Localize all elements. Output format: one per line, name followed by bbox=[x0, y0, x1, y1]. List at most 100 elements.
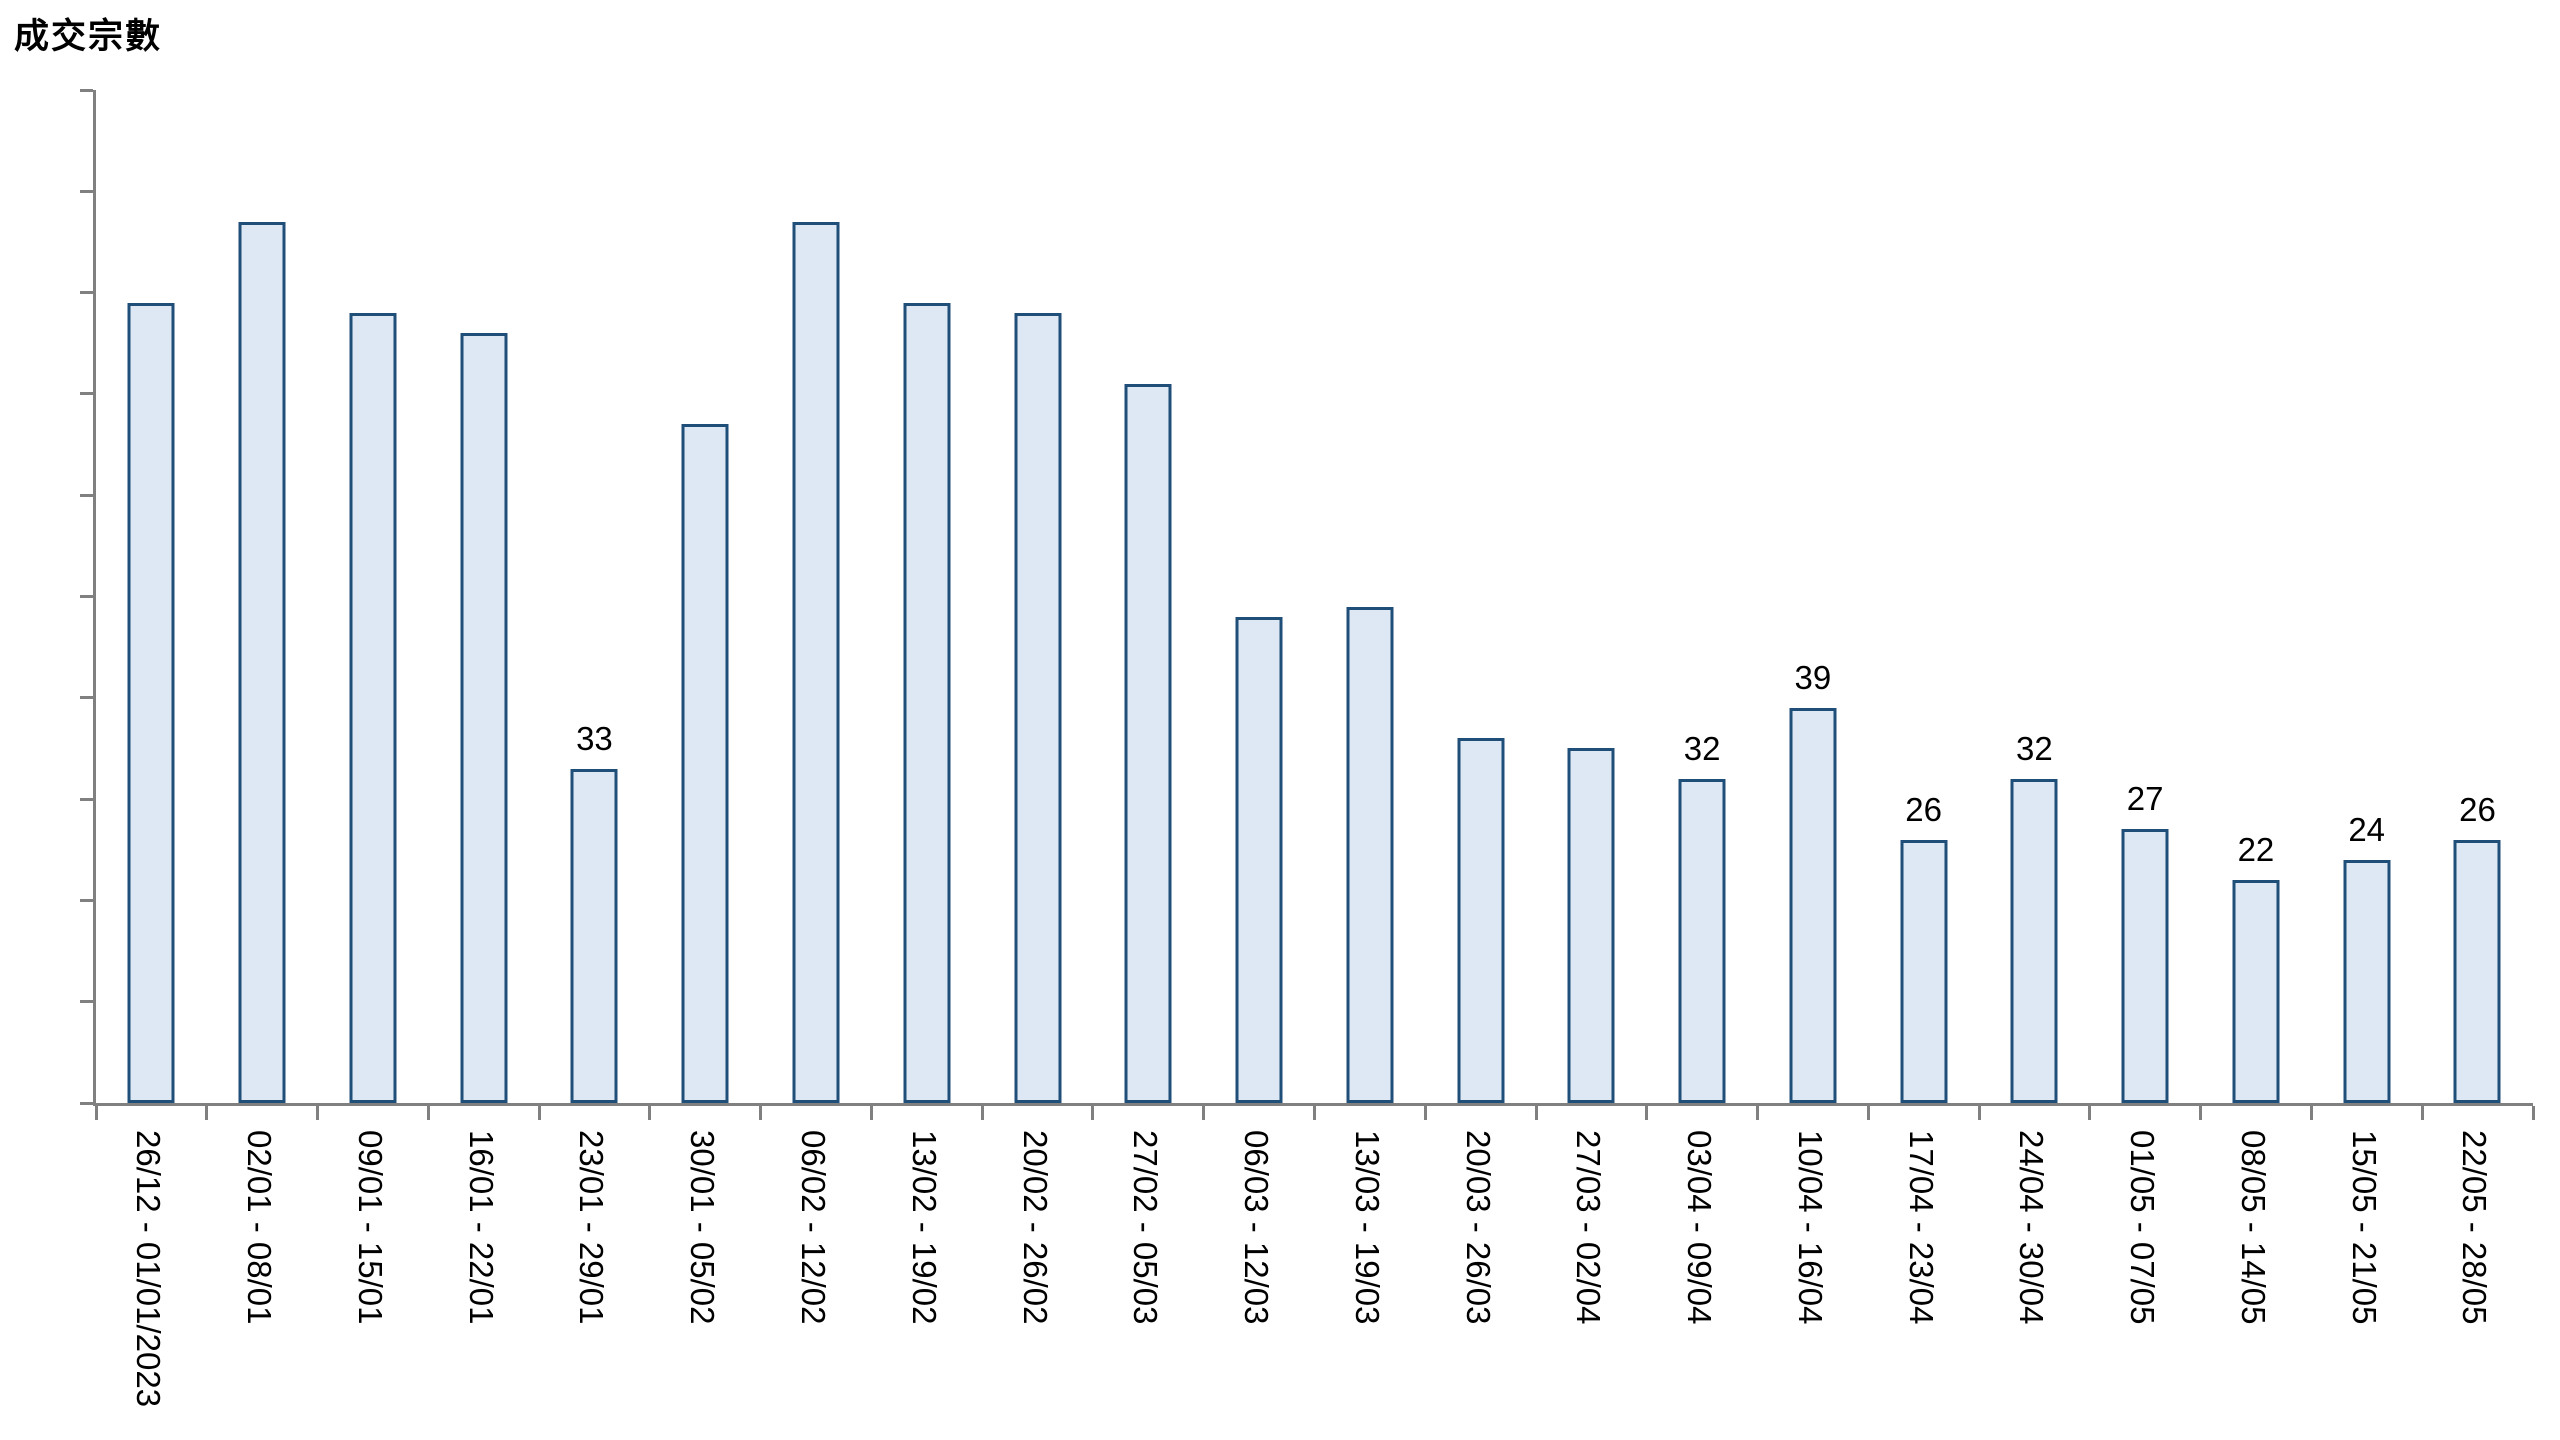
x-axis-label: 30/01 - 05/02 bbox=[684, 1130, 722, 1325]
x-axis-tick bbox=[1313, 1106, 1316, 1120]
x-axis-tick bbox=[648, 1106, 652, 1120]
x-axis-label-cell: 15/05 - 21/05 bbox=[2308, 1106, 2419, 1440]
x-axis-tick bbox=[2088, 1106, 2092, 1120]
bar bbox=[349, 313, 397, 1103]
x-axis-tick bbox=[1202, 1106, 1206, 1120]
x-axis-tick bbox=[759, 1106, 763, 1120]
bar-slot bbox=[1314, 90, 1425, 1103]
bar-slot bbox=[982, 90, 1093, 1103]
bar bbox=[792, 222, 840, 1103]
bar-slot bbox=[871, 90, 982, 1103]
y-axis-tick bbox=[80, 189, 93, 193]
y-axis-tick bbox=[80, 696, 93, 700]
bar-value-label: 33 bbox=[576, 720, 613, 757]
chart-title: 成交宗數 bbox=[14, 17, 163, 56]
x-axis-tick bbox=[869, 1106, 873, 1120]
y-axis-tick bbox=[80, 898, 93, 902]
bar-slot: 26 bbox=[2422, 90, 2533, 1103]
x-axis-label-cell: 22/05 - 28/05 bbox=[2419, 1106, 2530, 1440]
x-axis-label: 09/01 - 15/01 bbox=[351, 1130, 389, 1325]
bar bbox=[903, 303, 951, 1103]
bar bbox=[1678, 779, 1726, 1103]
bar-slot bbox=[1536, 90, 1647, 1103]
x-axis-labels: 26/12 - 01/01/2023 02/01 - 08/01 09/01 - 1… bbox=[93, 1106, 2530, 1440]
x-axis-label: 23/01 - 29/01 bbox=[573, 1130, 611, 1325]
bar-value-label: 26 bbox=[1905, 791, 1942, 828]
x-axis-label-cell: 26/12 - 01/01/2023 bbox=[93, 1106, 204, 1440]
plot-area: 0102030405060708090100 33323926322722242… bbox=[80, 88, 2535, 1120]
x-axis-label: 01/05 - 07/05 bbox=[2124, 1130, 2162, 1325]
x-axis-label: 03/04 - 09/04 bbox=[1681, 1130, 1719, 1325]
x-axis-label: 22/05 - 28/05 bbox=[2456, 1130, 2494, 1325]
x-axis-tick bbox=[1977, 1106, 1981, 1120]
bars-container: 33 32 39 26 32 27 22 24 26 bbox=[96, 90, 2533, 1103]
bar-slot bbox=[96, 90, 207, 1103]
bar-slot bbox=[207, 90, 318, 1103]
y-axis-tick bbox=[80, 1101, 93, 1105]
x-axis-tick bbox=[316, 1106, 320, 1120]
x-axis-label: 13/02 - 19/02 bbox=[905, 1130, 943, 1325]
bar bbox=[2343, 860, 2391, 1103]
x-axis-label: 17/04 - 23/04 bbox=[1902, 1130, 1940, 1325]
x-axis-tick bbox=[1756, 1106, 1760, 1120]
x-axis-label-cell: 27/02 - 05/03 bbox=[1090, 1106, 1201, 1440]
x-axis-tick bbox=[2199, 1106, 2203, 1120]
x-axis-label-cell: 17/04 - 23/04 bbox=[1865, 1106, 1976, 1440]
x-axis-tick bbox=[1866, 1106, 1870, 1120]
bar-value-label: 22 bbox=[2237, 831, 2275, 868]
bar-slot: 32 bbox=[1979, 90, 2090, 1103]
bar bbox=[681, 424, 729, 1103]
x-axis-label-cell: 27/03 - 02/04 bbox=[1533, 1106, 1644, 1440]
bar bbox=[1346, 607, 1394, 1103]
y-axis-tick bbox=[80, 88, 93, 92]
x-axis-tick bbox=[1091, 1106, 1095, 1120]
bar bbox=[1235, 617, 1283, 1103]
x-axis-label: 20/02 - 26/02 bbox=[1016, 1130, 1054, 1325]
x-axis-label: 26/12 - 01/01/2023 bbox=[130, 1130, 168, 1408]
bar-value-label: 24 bbox=[2348, 811, 2386, 848]
x-axis-label-cell: 16/01 - 22/01 bbox=[425, 1106, 536, 1440]
x-axis-label-cell: 20/02 - 26/02 bbox=[979, 1106, 1090, 1440]
bar-slot bbox=[761, 90, 872, 1103]
x-axis-label-cell: 13/02 - 19/02 bbox=[868, 1106, 979, 1440]
bar-slot bbox=[428, 90, 539, 1103]
x-axis-label-cell: 23/01 - 29/01 bbox=[536, 1106, 647, 1440]
x-axis-label: 16/01 - 22/01 bbox=[462, 1130, 500, 1325]
bar-slot bbox=[318, 90, 429, 1103]
bar bbox=[1789, 708, 1837, 1103]
x-axis-tick bbox=[2420, 1106, 2424, 1120]
x-axis-label-cell: 09/01 - 15/01 bbox=[315, 1106, 426, 1440]
bar bbox=[2121, 829, 2169, 1103]
y-axis-tick bbox=[80, 493, 93, 497]
bar bbox=[460, 333, 508, 1103]
x-axis-tick bbox=[980, 1106, 984, 1120]
bar-value-label: 26 bbox=[2459, 791, 2496, 828]
x-axis-tick bbox=[1423, 1106, 1427, 1120]
bar bbox=[2453, 840, 2501, 1103]
x-axis-label-cell: 30/01 - 05/02 bbox=[647, 1106, 758, 1440]
bar-slot: 26 bbox=[1868, 90, 1979, 1103]
bar bbox=[570, 769, 618, 1103]
x-axis-tick bbox=[426, 1106, 430, 1120]
x-axis-label: 15/05 - 21/05 bbox=[2345, 1130, 2383, 1325]
x-axis-tick bbox=[1534, 1106, 1538, 1120]
bar-slot: 24 bbox=[2311, 90, 2422, 1103]
bar bbox=[2010, 779, 2058, 1103]
bar bbox=[1457, 738, 1505, 1103]
x-axis-label-cell: 13/03 - 19/03 bbox=[1311, 1106, 1422, 1440]
x-axis-label-cell: 06/02 - 12/02 bbox=[758, 1106, 869, 1440]
bar-value-label: 32 bbox=[2016, 730, 2053, 767]
x-axis-label-cell: 20/03 - 26/03 bbox=[1422, 1106, 1533, 1440]
bar-slot bbox=[1425, 90, 1536, 1103]
x-axis-label: 27/02 - 05/03 bbox=[1127, 1130, 1165, 1325]
y-axis-tick bbox=[80, 291, 93, 295]
y-axis-tick bbox=[80, 392, 93, 396]
bar-slot bbox=[1093, 90, 1204, 1103]
x-axis-label-cell: 24/04 - 30/04 bbox=[1976, 1106, 2087, 1440]
x-axis-label: 27/03 - 02/04 bbox=[1570, 1130, 1608, 1325]
bar bbox=[1567, 748, 1615, 1103]
bar-slot: 33 bbox=[539, 90, 650, 1103]
x-axis-label: 08/05 - 14/05 bbox=[2234, 1130, 2272, 1325]
bar-slot: 39 bbox=[1757, 90, 1868, 1103]
